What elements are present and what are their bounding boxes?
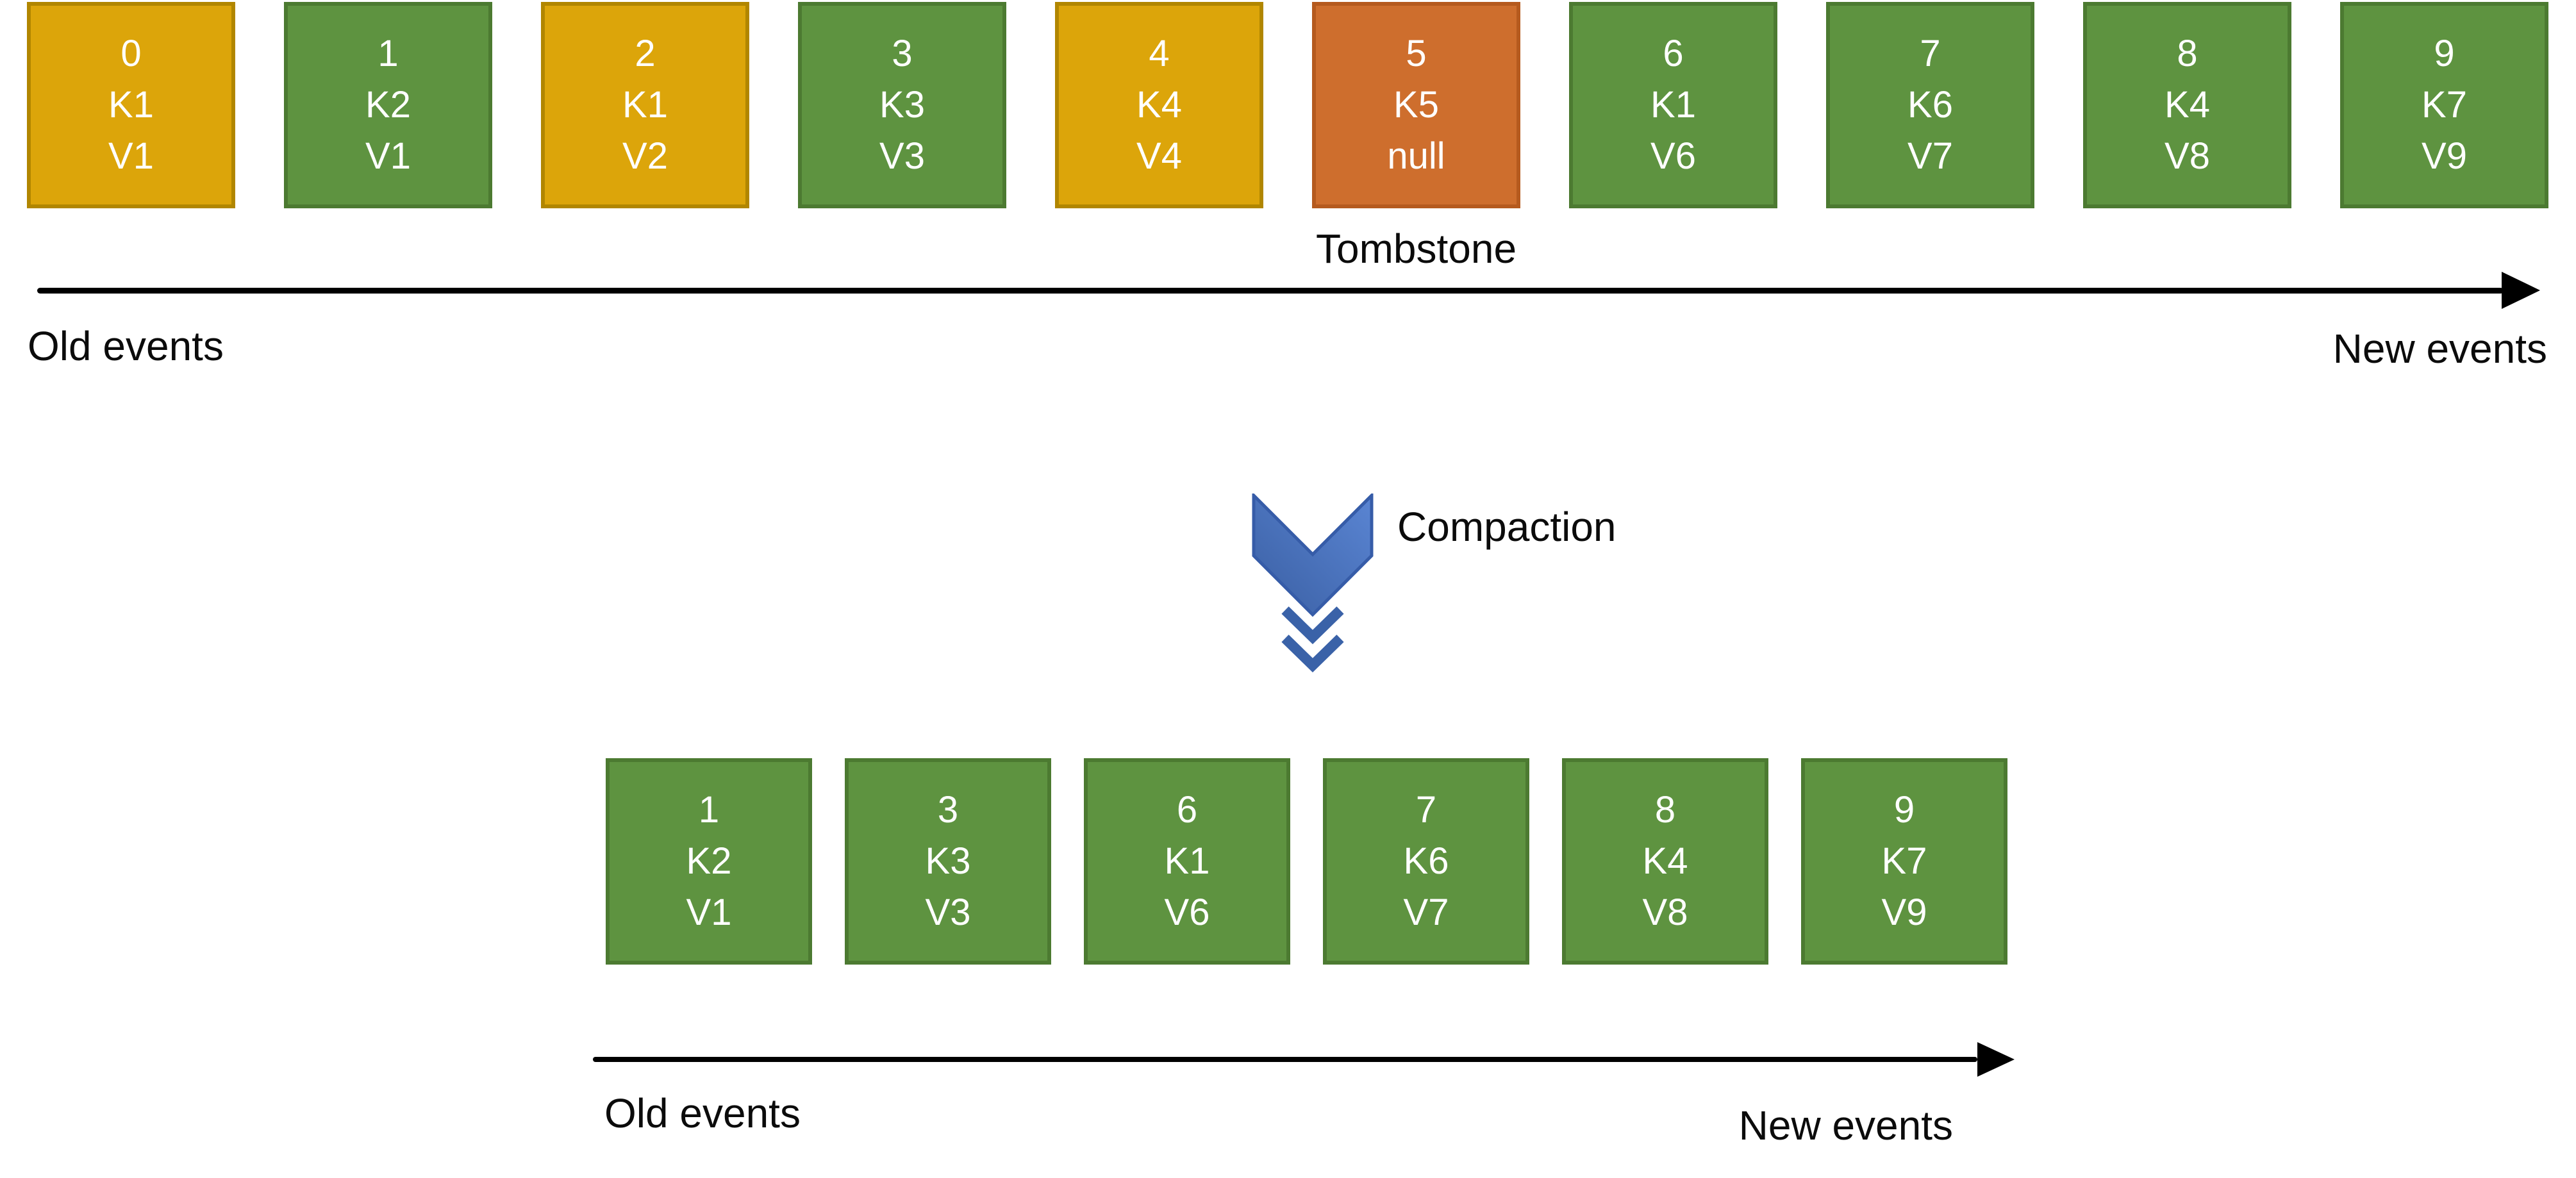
tombstone-label: Tombstone [1315, 226, 1517, 272]
record-value: V9 [2422, 135, 2467, 177]
record-key: K6 [1403, 840, 1449, 882]
log-record: 9 K7 V9 [2340, 2, 2548, 208]
record-key: K4 [1642, 840, 1688, 882]
record-offset: 6 [1176, 789, 1198, 831]
record-value: V6 [1650, 135, 1696, 177]
log-record: 3 K3 V3 [798, 2, 1006, 208]
record-value: V2 [622, 135, 668, 177]
record-key: K2 [686, 840, 732, 882]
timeline-arrow-line [593, 1057, 1977, 1062]
record-offset: 1 [378, 33, 399, 74]
new-events-label-top: New events [2332, 326, 2547, 372]
record-key: K4 [1136, 84, 1182, 126]
record-offset: 0 [120, 33, 142, 74]
record-offset: 7 [1920, 33, 1941, 74]
log-record: 7 K6 V7 [1826, 2, 2034, 208]
record-key: K1 [108, 84, 154, 126]
record-offset: 8 [2177, 33, 2198, 74]
new-events-label-bottom: New events [1738, 1102, 1953, 1149]
record-key: K3 [925, 840, 971, 882]
record-offset: 8 [1654, 789, 1676, 831]
arrow-head-right-icon [2502, 272, 2540, 309]
log-record: 8 K4 V8 [2083, 2, 2291, 208]
compacted-record: 9 K7 V9 [1801, 758, 2007, 965]
record-key: K7 [1881, 840, 1927, 882]
record-value: V3 [925, 892, 971, 933]
record-value: V1 [365, 135, 411, 177]
record-key: K5 [1393, 84, 1439, 126]
record-offset: 7 [1415, 789, 1437, 831]
record-offset: 6 [1663, 33, 1684, 74]
record-value: V1 [686, 892, 732, 933]
record-key: K7 [2422, 84, 2467, 126]
log-record: 6 K1 V6 [1569, 2, 1777, 208]
record-value: V3 [879, 135, 925, 177]
record-value: V8 [1642, 892, 1688, 933]
record-offset: 9 [1893, 789, 1915, 831]
timeline-arrow-line [37, 288, 2504, 294]
record-key: K6 [1907, 84, 1953, 126]
arrow-head-right-icon [1977, 1042, 2015, 1077]
compacted-record: 7 K6 V7 [1323, 758, 1529, 965]
record-value: V9 [1881, 892, 1927, 933]
record-offset: 1 [698, 789, 720, 831]
record-key: K1 [1650, 84, 1696, 126]
record-value: V1 [108, 135, 154, 177]
record-value: V4 [1136, 135, 1182, 177]
log-record: 4 K4 V4 [1055, 2, 1263, 208]
record-offset: 2 [635, 33, 656, 74]
record-offset: 3 [892, 33, 913, 74]
compacted-record: 8 K4 V8 [1562, 758, 1768, 965]
record-key: K2 [365, 84, 411, 126]
old-events-label-top: Old events [28, 323, 224, 369]
record-offset: 3 [937, 789, 959, 831]
record-key: K1 [1164, 840, 1210, 882]
record-offset: 9 [2434, 33, 2455, 74]
log-record: 2 K1 V2 [541, 2, 749, 208]
compaction-down-chevron-icon [1252, 494, 1374, 673]
log-record: 0 K1 V1 [27, 2, 235, 208]
log-record: 1 K2 V1 [284, 2, 492, 208]
record-offset: 5 [1406, 33, 1427, 74]
compacted-record: 6 K1 V6 [1084, 758, 1290, 965]
record-key: K4 [2165, 84, 2210, 126]
record-value: V7 [1907, 135, 1953, 177]
record-key: K3 [879, 84, 925, 126]
record-offset: 4 [1149, 33, 1170, 74]
record-value: V6 [1164, 892, 1210, 933]
compaction-label: Compaction [1397, 504, 1616, 550]
record-value: V8 [2165, 135, 2210, 177]
record-value: V7 [1403, 892, 1449, 933]
compacted-record: 1 K2 V1 [606, 758, 812, 965]
record-value: null [1387, 135, 1445, 177]
record-key: K1 [622, 84, 668, 126]
old-events-label-bottom: Old events [604, 1090, 801, 1136]
compacted-record: 3 K3 V3 [845, 758, 1051, 965]
log-record-tombstone: 5 K5 null [1312, 2, 1520, 208]
